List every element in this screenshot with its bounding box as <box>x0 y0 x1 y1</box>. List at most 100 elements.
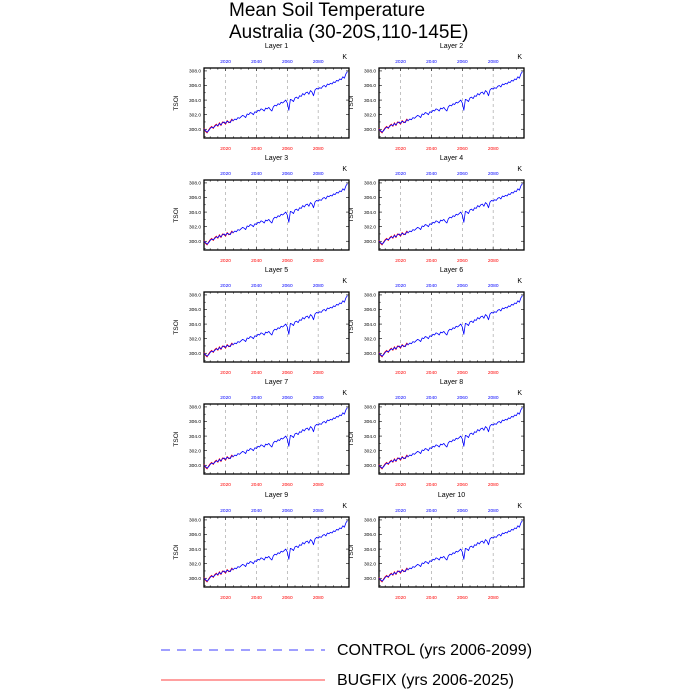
y-tick-label: 306.0 <box>364 532 376 538</box>
x-tick-label-bottom: 2040 <box>426 482 437 488</box>
x-tick-label-top: 2060 <box>282 59 293 65</box>
x-tick-label-top: 2060 <box>457 59 468 65</box>
x-tick-label-bottom: 2040 <box>251 482 262 488</box>
x-tick-label-top: 2020 <box>395 395 406 401</box>
x-tick-label-top: 2080 <box>488 171 499 177</box>
x-tick-label-top: 2040 <box>426 283 437 289</box>
panel-frame <box>378 67 525 139</box>
y-tick-label: 308.0 <box>189 181 201 187</box>
y-tick-label: 304.0 <box>189 210 201 216</box>
y-tick-label: 306.0 <box>189 83 201 89</box>
panel-frame <box>378 291 525 363</box>
x-tick-label-top: 2080 <box>488 508 499 514</box>
x-tick-label-bottom: 2020 <box>220 370 231 376</box>
panel-units: K <box>517 54 522 61</box>
panel-frame <box>203 179 350 251</box>
panel-frame <box>378 179 525 251</box>
x-tick-label-top: 2080 <box>313 508 324 514</box>
y-axis-label: TSOI <box>348 319 355 334</box>
panel-frame <box>203 516 350 588</box>
y-axis-label: TSOI <box>348 544 355 559</box>
panel-title: Layer 6 <box>440 267 463 274</box>
x-tick-label-top: 2020 <box>395 171 406 177</box>
x-tick-label-bottom: 2040 <box>251 258 262 264</box>
x-tick-label-top: 2060 <box>457 508 468 514</box>
x-tick-label-bottom: 2060 <box>457 370 468 376</box>
x-tick-label-bottom: 2060 <box>457 482 468 488</box>
x-tick-label-top: 2020 <box>395 283 406 289</box>
y-tick-label: 304.0 <box>364 210 376 216</box>
x-tick-label-bottom: 2040 <box>251 370 262 376</box>
series-control-line <box>203 183 348 245</box>
y-axis-label: TSOI <box>348 207 355 222</box>
x-tick-label-bottom: 2020 <box>395 146 406 152</box>
y-tick-label: 306.0 <box>189 195 201 201</box>
panel-frame <box>378 516 525 588</box>
series-control-line <box>378 295 523 357</box>
panel-3: Layer 3 K 2020 2020 2040 2040 2060 2060 2080 2080… <box>173 155 350 264</box>
x-tick-label-top: 2040 <box>251 171 262 177</box>
x-tick-label-bottom: 2060 <box>282 146 293 152</box>
panel-title: Layer 7 <box>265 379 288 386</box>
y-tick-label: 308.0 <box>364 518 376 524</box>
y-tick-label: 308.0 <box>189 405 201 411</box>
panel-units: K <box>342 503 347 510</box>
x-tick-label-top: 2020 <box>395 508 406 514</box>
x-tick-label-bottom: 2060 <box>457 258 468 264</box>
x-tick-label-bottom: 2080 <box>488 258 499 264</box>
y-tick-label: 300.0 <box>364 463 376 469</box>
x-tick-label-top: 2020 <box>220 395 231 401</box>
panel-frame <box>378 403 525 475</box>
y-tick-label: 306.0 <box>364 307 376 313</box>
y-tick-label: 300.0 <box>364 576 376 582</box>
y-tick-label: 308.0 <box>189 293 201 299</box>
series-control-line <box>203 295 348 357</box>
x-tick-label-bottom: 2020 <box>395 595 406 601</box>
x-tick-label-top: 2020 <box>395 59 406 65</box>
y-tick-label: 302.0 <box>189 561 201 567</box>
y-tick-label: 308.0 <box>189 518 201 524</box>
y-tick-label: 308.0 <box>364 293 376 299</box>
chart-title-line1: Mean Soil Temperature <box>229 0 425 21</box>
y-axis-label: TSOI <box>173 544 180 559</box>
x-tick-label-top: 2080 <box>313 395 324 401</box>
x-tick-label-top: 2020 <box>220 59 231 65</box>
series-control-line <box>203 407 348 469</box>
x-tick-label-bottom: 2020 <box>220 146 231 152</box>
panel-title: Layer 4 <box>440 155 463 162</box>
x-tick-label-bottom: 2040 <box>426 595 437 601</box>
x-tick-label-bottom: 2060 <box>457 146 468 152</box>
x-tick-label-bottom: 2020 <box>220 595 231 601</box>
x-tick-label-top: 2040 <box>251 59 262 65</box>
x-tick-label-bottom: 2080 <box>488 482 499 488</box>
panel-title: Layer 2 <box>440 43 463 50</box>
y-tick-label: 306.0 <box>364 83 376 89</box>
x-tick-label-top: 2040 <box>251 283 262 289</box>
x-tick-label-top: 2060 <box>457 395 468 401</box>
y-tick-label: 300.0 <box>364 127 376 133</box>
y-tick-label: 302.0 <box>189 336 201 342</box>
x-tick-label-bottom: 2060 <box>457 595 468 601</box>
x-tick-label-bottom: 2040 <box>251 595 262 601</box>
x-tick-label-top: 2080 <box>488 395 499 401</box>
series-control-line <box>203 71 348 133</box>
panel-units: K <box>517 390 522 397</box>
y-axis-label: TSOI <box>173 207 180 222</box>
panel-title: Layer 10 <box>438 492 465 499</box>
y-tick-label: 302.0 <box>364 448 376 454</box>
y-tick-label: 306.0 <box>189 307 201 313</box>
panel-frame <box>203 403 350 475</box>
x-tick-label-top: 2040 <box>251 395 262 401</box>
panel-title: Layer 5 <box>265 267 288 274</box>
x-tick-label-top: 2060 <box>282 508 293 514</box>
y-tick-label: 304.0 <box>189 434 201 440</box>
panel-title: Layer 8 <box>440 379 463 386</box>
panel-5: Layer 5 K 2020 2020 2040 2040 2060 2060 2080 2080… <box>173 267 350 376</box>
panel-title: Layer 3 <box>265 155 288 162</box>
x-tick-label-bottom: 2080 <box>313 595 324 601</box>
y-tick-label: 304.0 <box>364 98 376 104</box>
panel-units: K <box>342 166 347 173</box>
y-tick-label: 304.0 <box>189 547 201 553</box>
series-control-line <box>203 520 348 582</box>
